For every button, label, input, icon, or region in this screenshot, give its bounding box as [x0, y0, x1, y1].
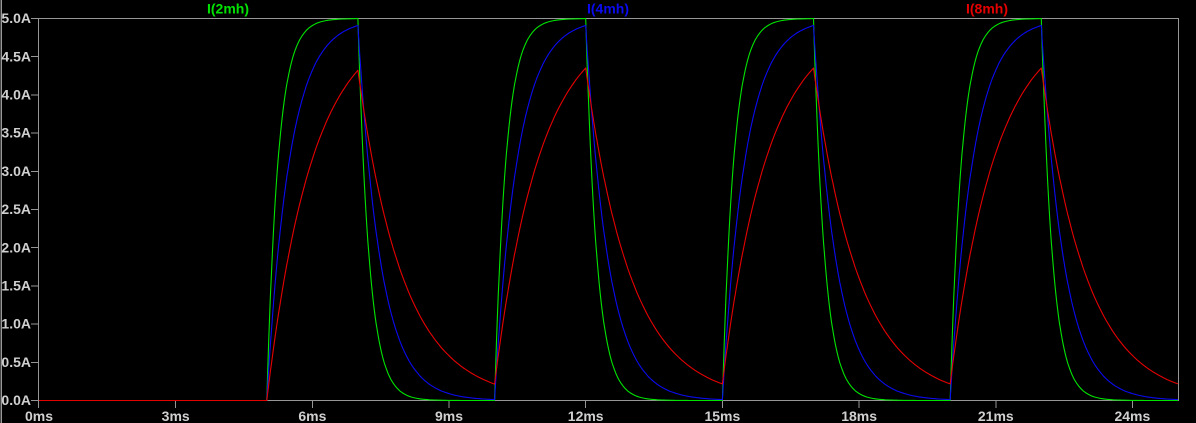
svg-text:15ms: 15ms [704, 408, 740, 423]
svg-text:6ms: 6ms [298, 408, 326, 423]
svg-text:24ms: 24ms [1114, 408, 1150, 423]
svg-text:3ms: 3ms [162, 408, 190, 423]
svg-text:21ms: 21ms [978, 408, 1014, 423]
svg-text:12ms: 12ms [568, 408, 604, 423]
svg-text:3.5A: 3.5A [1, 125, 31, 141]
svg-text:4.5A: 4.5A [1, 48, 31, 64]
svg-text:0.0A: 0.0A [1, 392, 31, 408]
svg-text:2.5A: 2.5A [1, 201, 31, 217]
svg-text:5.0A: 5.0A [1, 10, 31, 26]
svg-text:1.5A: 1.5A [1, 278, 31, 294]
svg-text:18ms: 18ms [841, 408, 877, 423]
svg-text:0.5A: 0.5A [1, 354, 31, 370]
svg-text:9ms: 9ms [435, 408, 463, 423]
svg-text:I(8mh): I(8mh) [966, 1, 1008, 17]
svg-text:1.0A: 1.0A [1, 316, 31, 332]
svg-text:I(2mh): I(2mh) [207, 1, 249, 17]
svg-text:3.0A: 3.0A [1, 163, 31, 179]
svg-text:I(4mh): I(4mh) [587, 1, 629, 17]
svg-text:0ms: 0ms [25, 408, 53, 423]
svg-text:2.0A: 2.0A [1, 239, 31, 255]
svg-text:4.0A: 4.0A [1, 87, 31, 103]
